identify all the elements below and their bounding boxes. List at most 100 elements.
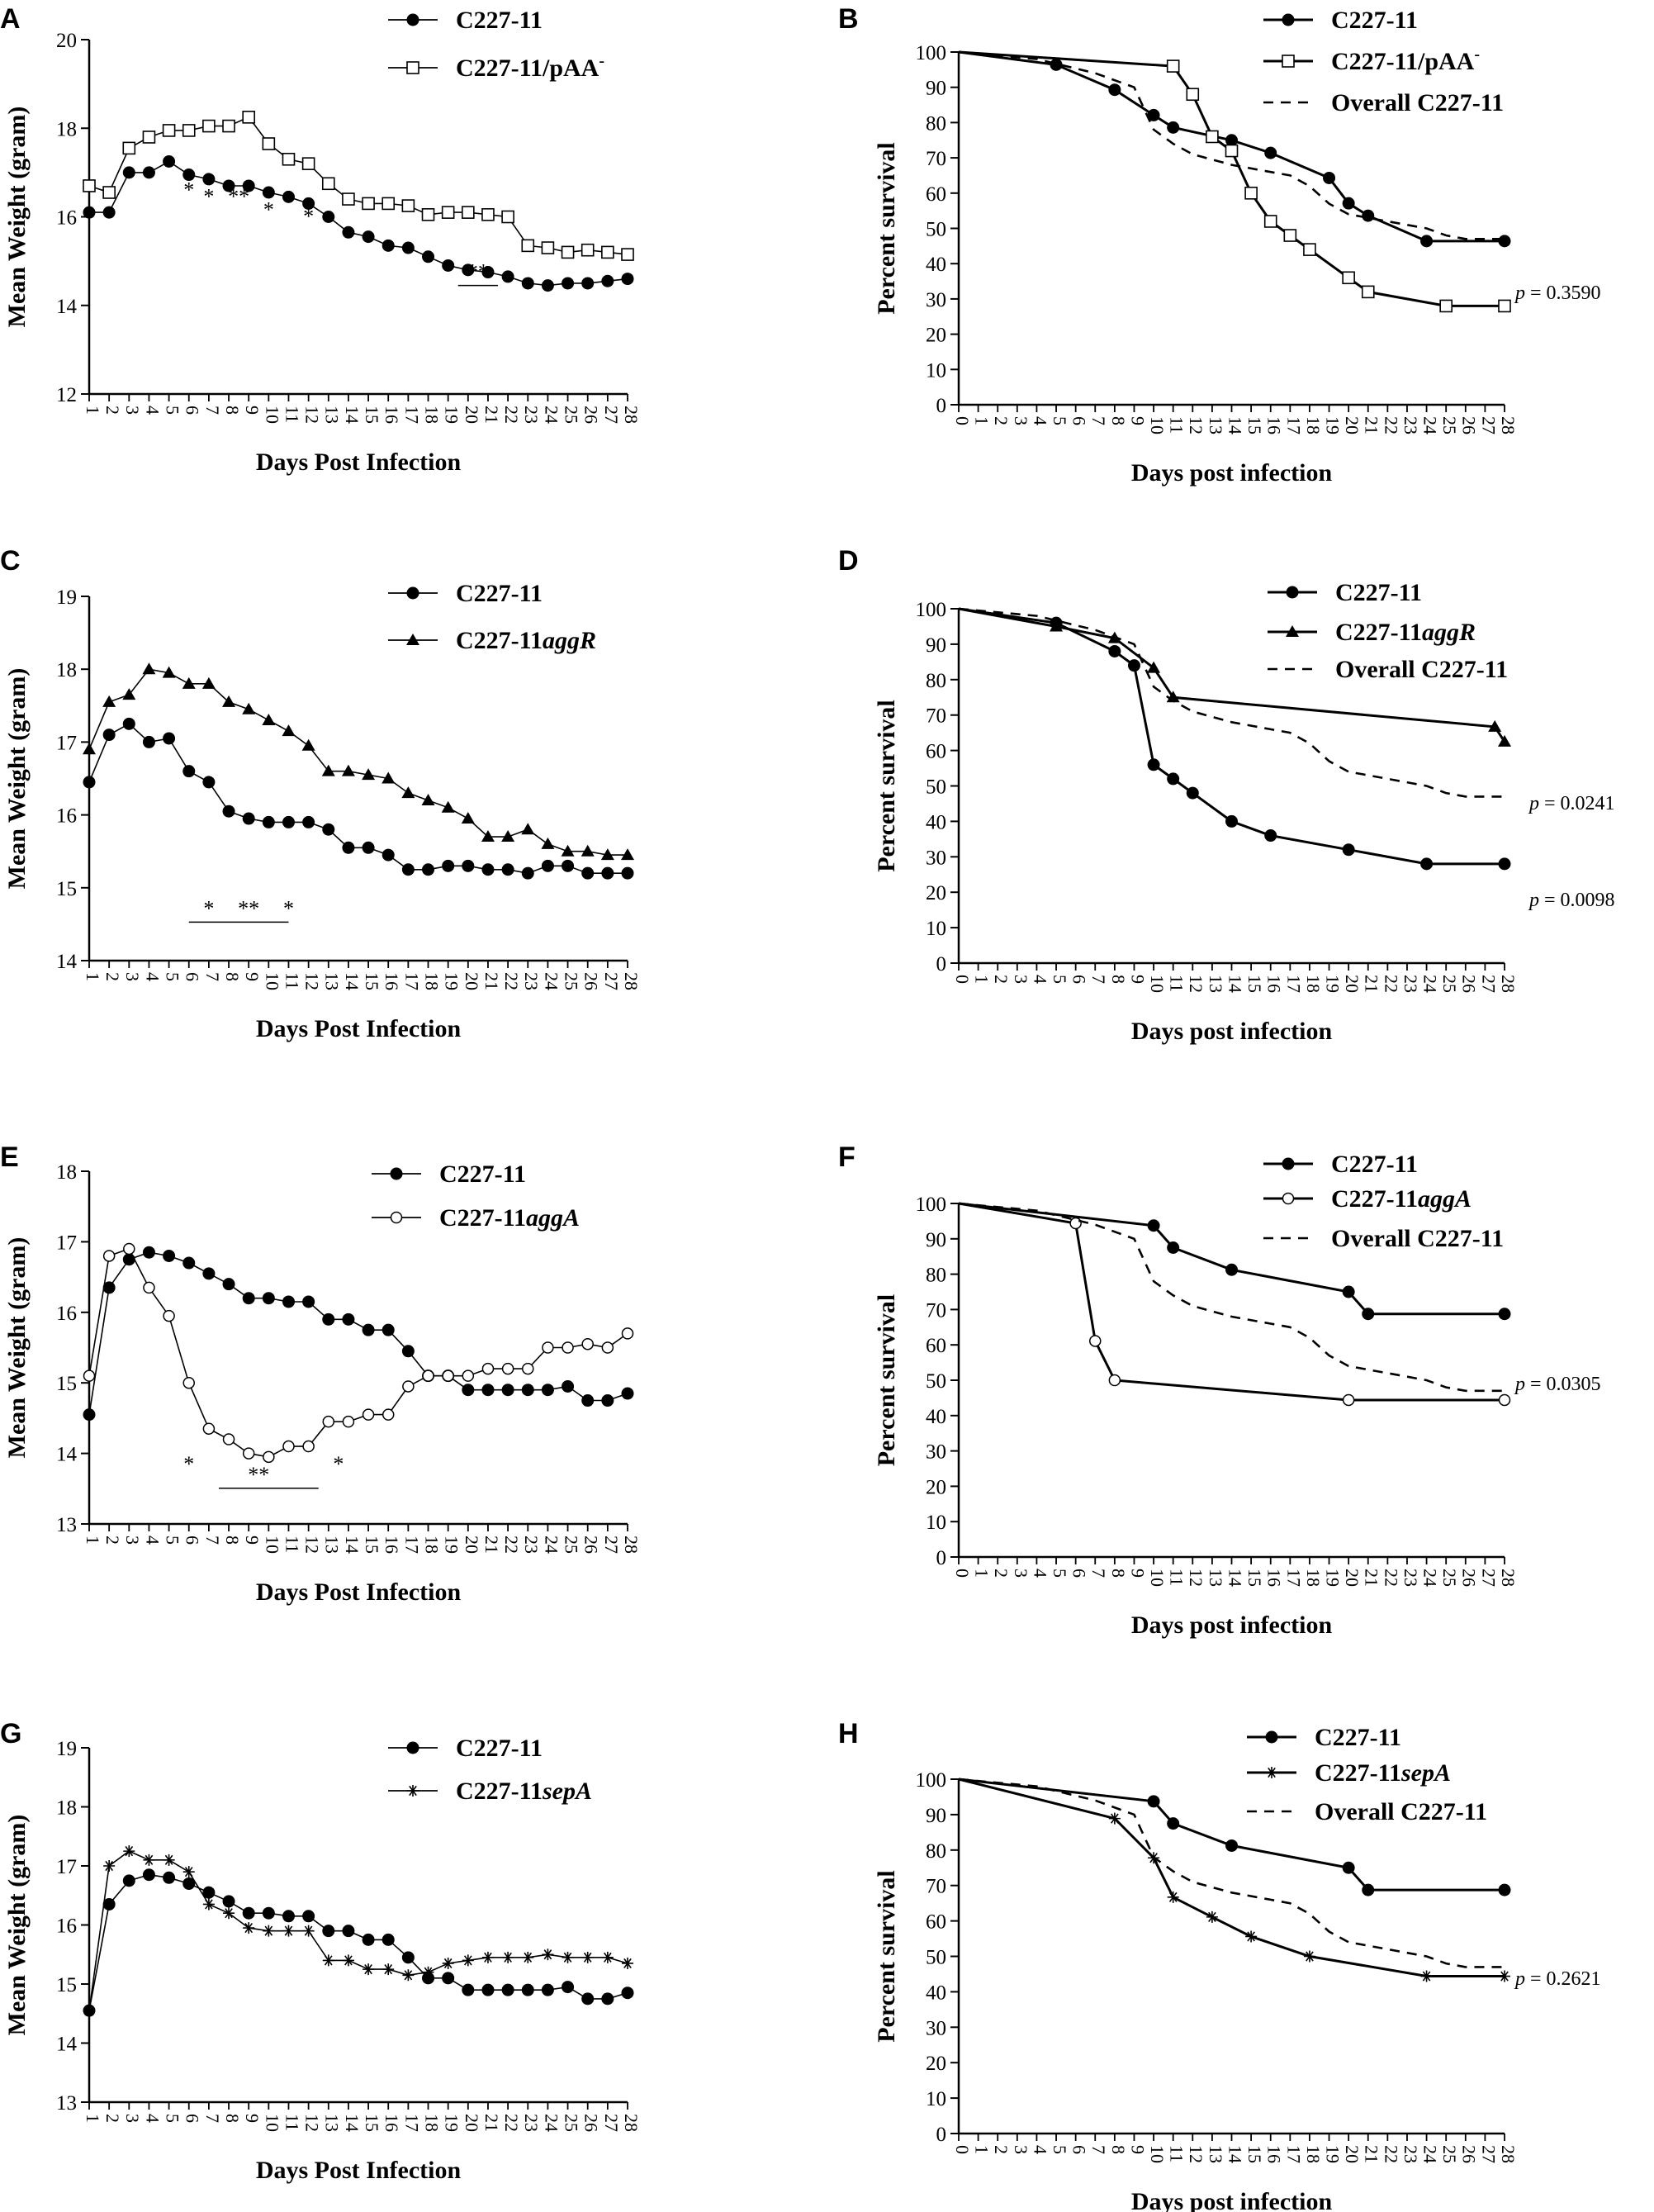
y-tick-label: 0: [936, 1547, 947, 1569]
x-tick-label: 7: [202, 972, 223, 981]
data-point: [322, 1954, 334, 1967]
data-point: [222, 695, 236, 707]
data-point: [222, 1433, 235, 1445]
x-tick-label: 17: [1283, 416, 1304, 434]
legend-label: C227-11sepA: [456, 1778, 592, 1805]
x-tick-label: 19: [442, 972, 462, 990]
data-point: [562, 277, 575, 290]
x-tick-label: 2: [102, 972, 123, 981]
data-point: [342, 225, 355, 239]
y-tick-label: 14: [56, 1444, 78, 1466]
legend-label: C227-11: [1335, 579, 1422, 606]
x-tick-label: 16: [1264, 1569, 1285, 1587]
data-point: [481, 1362, 495, 1375]
y-axis-title: Percent survival: [873, 142, 900, 315]
data-point: [182, 1256, 196, 1270]
data-point: [501, 830, 515, 843]
y-tick-label: 0: [936, 395, 947, 417]
legend-item-2: Overall C227-11: [1263, 89, 1504, 116]
x-tick-label: 10: [262, 406, 282, 424]
x-tick-label: 1: [83, 972, 103, 981]
data-point: [382, 1323, 395, 1336]
series-1: [83, 662, 634, 861]
data-point: [1147, 661, 1161, 673]
data-point: [1225, 814, 1238, 828]
x-tick-label: 21: [1362, 975, 1382, 993]
data-point: [223, 1907, 235, 1920]
y-tick-label: 90: [926, 78, 946, 100]
x-tick-label: 9: [1127, 2145, 1148, 2154]
data-point: [622, 1957, 633, 1969]
x-tick-label: 6: [182, 406, 203, 415]
x-tick-label: 26: [1459, 2145, 1480, 2163]
x-tick-label: 20: [462, 2114, 482, 2132]
x-tick-label: 18: [1303, 416, 1324, 434]
data-point: [122, 717, 135, 730]
data-point: [182, 124, 196, 137]
y-axis-title: Percent survival: [873, 700, 900, 872]
y-tick-label: 17: [56, 1856, 77, 1878]
panel-label: A: [0, 3, 21, 35]
data-point: [1361, 285, 1375, 299]
y-tick-label: 30: [926, 1441, 946, 1464]
data-point: [441, 800, 455, 813]
legend-item-0: C227-11: [388, 7, 543, 34]
data-point: [382, 848, 395, 862]
x-tick-label: 1: [83, 1536, 103, 1545]
x-tick-label: 14: [1225, 975, 1245, 993]
y-tick-label: 17: [56, 1232, 77, 1254]
x-tick-label: 4: [142, 406, 163, 415]
legend: C227-11 C227-11aggR: [388, 580, 596, 654]
data-point: [162, 666, 176, 678]
data-point: [1342, 1285, 1355, 1298]
data-point: [382, 197, 396, 211]
x-tick-label: 3: [1011, 975, 1031, 984]
data-point: [342, 841, 355, 854]
data-point: [341, 764, 355, 776]
data-point: [421, 208, 435, 221]
data-point: [122, 688, 136, 700]
data-point: [501, 1983, 514, 1996]
legend-label: C227-11: [439, 1161, 526, 1188]
data-point: [243, 1922, 255, 1934]
x-tick-label: 14: [1225, 416, 1245, 434]
data-point: [501, 863, 514, 876]
x-tick-label: 17: [1283, 1569, 1304, 1587]
x-tick-label: 15: [1244, 2145, 1265, 2163]
p-value: p = 0.0305: [1514, 1374, 1601, 1395]
data-point: [1206, 1911, 1218, 1923]
x-tick-label: 18: [421, 2114, 442, 2132]
x-axis-title: Days post infection: [1131, 1018, 1333, 1045]
x-tick-label: 22: [1381, 416, 1401, 434]
x-tick-label: 15: [1244, 1569, 1265, 1587]
x-tick-label: 14: [342, 2114, 363, 2132]
panel-h: H010203040506070809010001234567891011121…: [838, 1718, 1601, 2212]
data-point: [102, 729, 116, 742]
data-point: [122, 166, 135, 179]
y-tick-label: 20: [926, 882, 946, 904]
legend-item-0: C227-11: [1263, 1151, 1418, 1178]
data-point: [302, 1925, 315, 1937]
data-point: [202, 1267, 216, 1280]
x-tick-label: 24: [1420, 1569, 1441, 1587]
data-point: [501, 270, 514, 283]
x-tick-label: 3: [122, 406, 143, 415]
x-tick-label: 26: [581, 972, 602, 990]
data-point: [442, 1972, 455, 1985]
series-line: [88, 1850, 628, 2011]
data-point: [601, 1394, 614, 1407]
significance-mark: *: [183, 178, 194, 202]
data-point: [123, 1845, 135, 1858]
data-point: [322, 1925, 335, 1938]
y-tick-label: 10: [926, 2088, 946, 2110]
x-tick-label: 2: [991, 416, 1012, 425]
data-point: [163, 1249, 176, 1262]
x-tick-label: 25: [562, 972, 582, 990]
x-tick-label: 22: [1381, 1569, 1401, 1587]
data-point: [1498, 857, 1511, 871]
data-point: [301, 738, 315, 751]
data-point: [1167, 1241, 1180, 1254]
data-point: [242, 812, 255, 825]
data-point: [382, 239, 395, 252]
series-line: [958, 50, 1505, 240]
